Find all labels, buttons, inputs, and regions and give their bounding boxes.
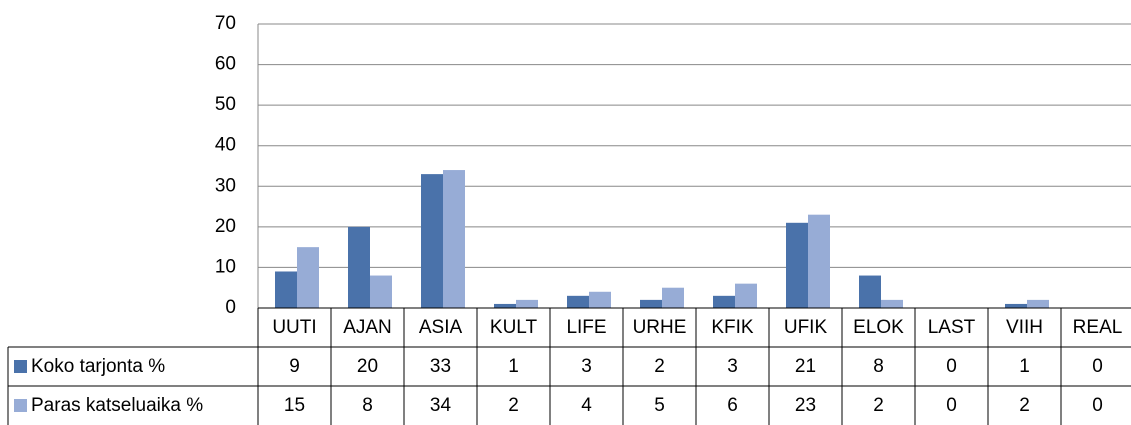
bar <box>421 174 443 308</box>
y-tick-label: 10 <box>215 256 236 277</box>
y-tick-label: 70 <box>215 13 236 34</box>
x-tick-label: KULT <box>490 317 538 338</box>
bar <box>808 214 830 308</box>
table-cell: 2 <box>1019 395 1030 416</box>
legend-label: Koko tarjonta % <box>31 356 165 377</box>
x-tick-label: VIIH <box>1006 317 1043 338</box>
table-cell: 0 <box>946 356 957 377</box>
bar <box>1027 299 1049 308</box>
x-tick-label: UFIK <box>784 317 828 338</box>
bar <box>370 275 392 308</box>
x-tick-label: ELOK <box>853 317 904 338</box>
x-tick-label: LAST <box>928 317 976 338</box>
bar <box>348 226 370 308</box>
table-cell: 2 <box>873 395 884 416</box>
x-tick-label: REAL <box>1073 317 1123 338</box>
bar <box>662 287 684 308</box>
bar <box>859 275 881 308</box>
legend-key <box>14 399 27 412</box>
x-tick-label: ASIA <box>419 317 463 338</box>
table-cell: 6 <box>727 395 738 416</box>
table-cell: 0 <box>1092 395 1103 416</box>
table-cell: 2 <box>654 356 665 377</box>
table-cell: 0 <box>946 395 957 416</box>
y-tick-label: 0 <box>225 297 236 318</box>
legend-key <box>14 360 27 373</box>
x-tick-label: URHE <box>633 317 687 338</box>
legend-label: Paras katseluaika % <box>31 395 203 416</box>
bar <box>443 170 465 308</box>
table-cell: 1 <box>508 356 519 377</box>
table-cell: 8 <box>873 356 884 377</box>
bar <box>589 291 611 308</box>
table-cell: 4 <box>581 395 592 416</box>
table-cell: 21 <box>795 356 816 377</box>
table-cell: 34 <box>430 395 452 416</box>
bar <box>640 299 662 308</box>
x-tick-label: KFIK <box>711 317 754 338</box>
x-tick-label: UUTI <box>272 317 316 338</box>
table-cell: 15 <box>284 395 305 416</box>
bar <box>735 283 757 308</box>
bar <box>713 295 735 308</box>
y-tick-label: 40 <box>215 135 236 156</box>
bar <box>516 299 538 308</box>
table-cell: 2 <box>508 395 519 416</box>
table-cell: 33 <box>430 356 451 377</box>
bar <box>275 271 297 308</box>
bar <box>1005 303 1027 308</box>
bar <box>786 222 808 308</box>
table-cell: 9 <box>289 356 300 377</box>
x-tick-label: AJAN <box>343 317 392 338</box>
table-cell: 0 <box>1092 356 1103 377</box>
bar <box>494 303 516 308</box>
bar <box>567 295 589 308</box>
y-tick-label: 60 <box>215 54 236 75</box>
table-cell: 1 <box>1019 356 1030 377</box>
table-cell: 20 <box>357 356 378 377</box>
bar <box>297 247 319 308</box>
table-cell: 3 <box>727 356 738 377</box>
bar <box>881 299 903 308</box>
x-tick-label: LIFE <box>566 317 606 338</box>
y-tick-label: 20 <box>215 216 236 237</box>
y-tick-label: 30 <box>215 175 236 196</box>
table-cell: 8 <box>362 395 373 416</box>
table-cell: 3 <box>581 356 592 377</box>
table-cell: 5 <box>654 395 665 416</box>
y-tick-label: 50 <box>215 94 236 115</box>
table-cell: 23 <box>795 395 816 416</box>
